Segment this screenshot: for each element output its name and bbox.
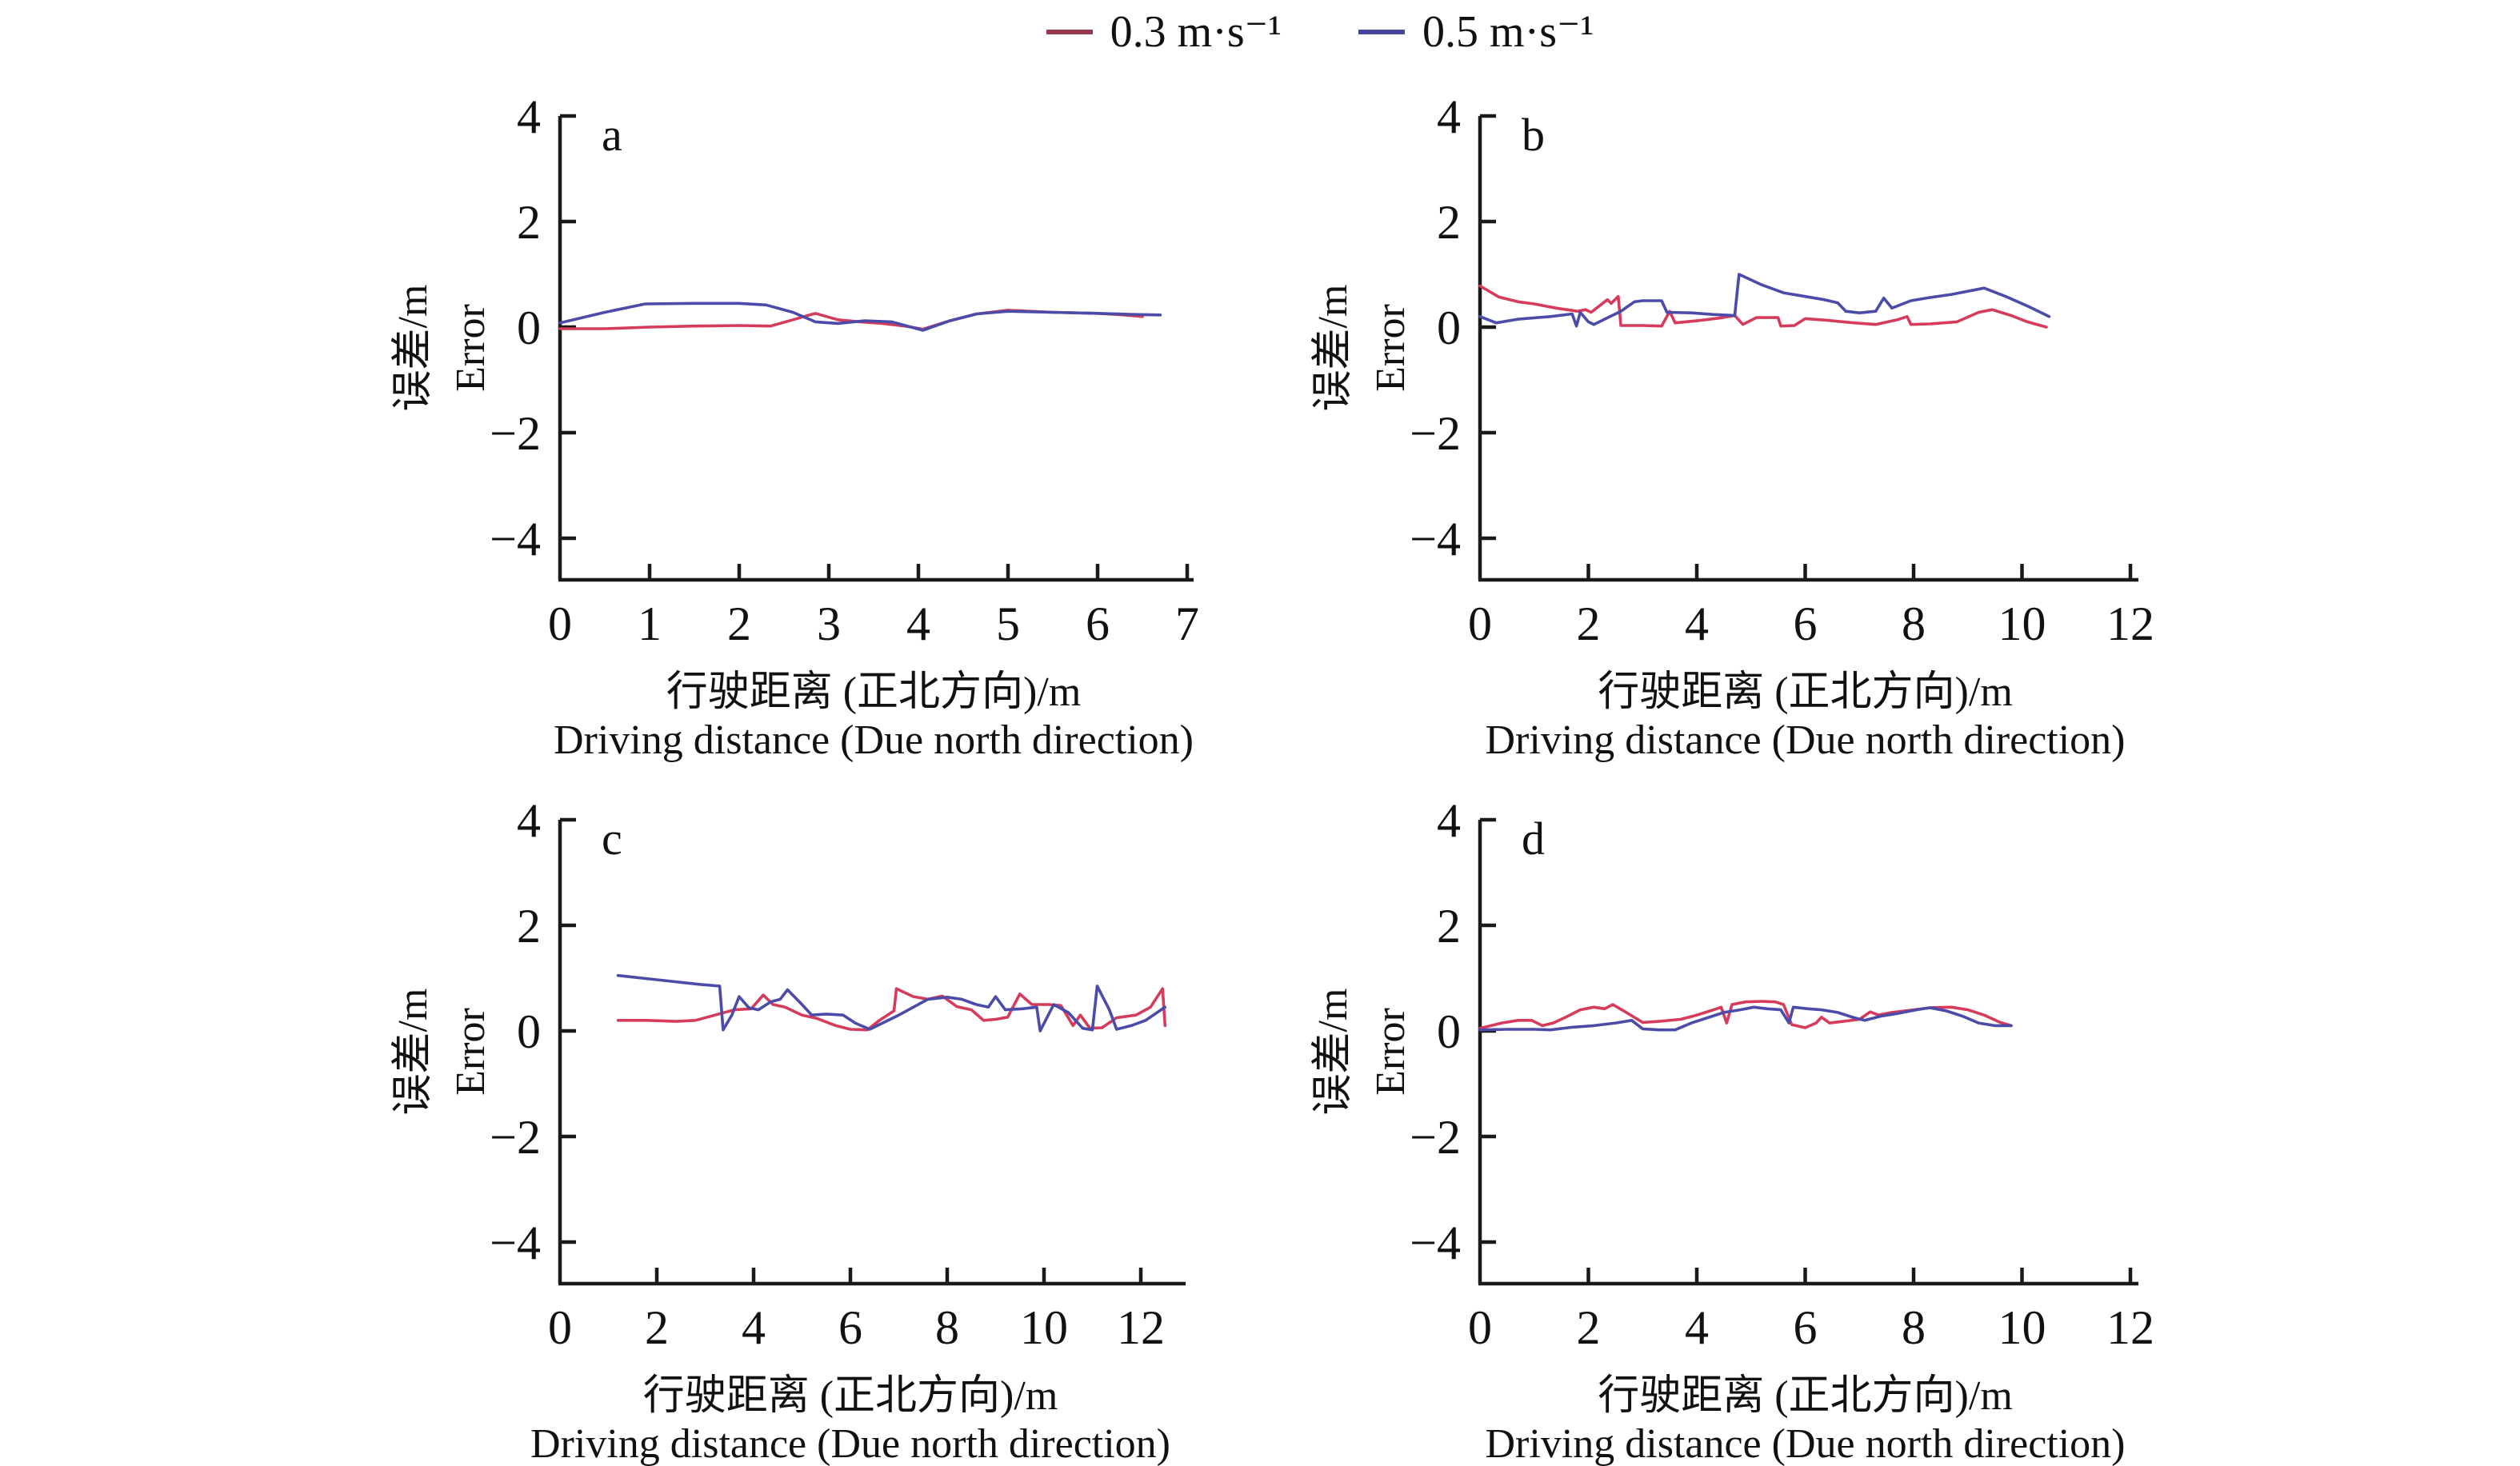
x-tick-label: 0 [548,597,572,650]
panel-d: −4 −2 0 2 4 0 2 4 6 8 10 12 d 行驶距离 (正北方向)/m Driving di… [1260,760,2520,1466]
x-tick-label: 4 [1685,1301,1709,1354]
series-line-0-3ms [1478,284,2048,329]
x-tick-label: 2 [1577,1301,1601,1354]
y-tick-label: −4 [1410,513,1461,565]
x-tick-label: 1 [638,597,662,650]
y-tick-label: 2 [1437,900,1461,953]
y-tick-label: 0 [517,1005,541,1058]
y-tick-label: −2 [1410,407,1461,460]
y-tick-label: −2 [490,1111,541,1164]
legend-item-speed-05: 0.5 m·s⁻¹ [1358,10,1594,54]
x-axis-label-cn: 行驶距离 (正北方向)/m [1598,669,2013,715]
series-line-0-5ms [558,302,1162,332]
x-tick-label: 4 [1685,597,1709,650]
legend-item-speed-03: 0.3 m·s⁻¹ [1046,10,1282,54]
x-tick-label: 3 [817,597,841,650]
y-tick-label: 4 [517,794,541,847]
panel-letter: d [1522,813,1545,865]
legend-label-03: 0.3 m·s⁻¹ [1110,7,1282,57]
y-axis-label-cn: 误差/m [390,989,436,1116]
y-tick-label: 4 [1437,90,1461,143]
series-line-0-5ms [1478,273,2051,328]
x-tick-label: 12 [1117,1301,1165,1354]
x-axis-label-en: Driving distance (Due north direction) [530,1421,1170,1466]
x-tick-label: 8 [1902,597,1926,650]
y-tick-label: −2 [1410,1111,1461,1164]
x-tick-label: 0 [1468,1301,1492,1354]
x-axis-label-cn: 行驶距离 (正北方向)/m [643,1373,1058,1419]
y-tick-label: −4 [1410,1216,1461,1269]
legend-label-05: 0.5 m·s⁻¹ [1422,7,1594,57]
y-axis-label-en: Error [448,304,494,392]
y-axis-label-en: Error [1368,304,1414,392]
legend: 0.3 m·s⁻¹ 0.5 m·s⁻¹ [0,6,2520,58]
x-axis-label-en: Driving distance (Due north direction) [554,717,1194,763]
y-axis-label-en: Error [1368,1008,1414,1096]
x-axis-label-cn: 行驶距离 (正北方向)/m [1598,1373,2013,1419]
x-tick-label: 6 [838,1301,862,1354]
y-tick-label: −2 [490,407,541,460]
x-tick-label: 4 [742,1301,766,1354]
series-line-0-5ms [1478,1005,2013,1032]
x-tick-label: 6 [1794,597,1818,650]
x-tick-label: 0 [1468,597,1492,650]
x-tick-label: 5 [996,597,1020,650]
x-tick-label: 10 [1998,597,2046,650]
series-line-0-3ms [1478,1000,2013,1030]
y-axis-label-en: Error [448,1008,494,1096]
x-tick-label: 4 [906,597,930,650]
y-axis-label-cn: 误差/m [1310,989,1356,1116]
x-tick-label: 2 [645,1301,669,1354]
y-tick-label: 4 [517,90,541,143]
panel-c: −4 −2 0 2 4 0 2 4 6 8 10 12 c 行驶距离 (正北方向)/m Driving di… [0,760,1260,1466]
panel-letter: c [602,813,622,865]
x-tick-label: 2 [1577,597,1601,650]
y-tick-label: 4 [1437,794,1461,847]
panel-b: −4 −2 0 2 4 0 2 4 6 8 10 12 b 行驶距离 (正北方向)/m Driving di… [1260,56,2520,763]
x-tick-label: 0 [548,1301,572,1354]
panel-a: −4 −2 0 2 4 0 1 2 3 4 5 6 7 a 行驶距离 (正北方向)/m Driving dis… [0,56,1260,763]
x-axis-label-en: Driving distance (Due north direction) [1486,717,2126,763]
x-tick-label: 12 [2106,1301,2154,1354]
x-axis-label-en: Driving distance (Due north direction) [1486,1421,2126,1466]
y-tick-label: −4 [490,1216,541,1269]
y-tick-label: 2 [517,900,541,953]
series-line-0-5ms [616,973,1167,1033]
y-tick-label: 0 [517,302,541,354]
x-tick-label: 8 [935,1301,959,1354]
panel-letter: b [1522,109,1545,161]
legend-line-swatch-05 [1358,30,1405,34]
panel-letter: a [602,109,622,161]
y-tick-label: 0 [1437,1005,1461,1058]
x-axis-label-cn: 行驶距离 (正北方向)/m [666,669,1082,715]
x-tick-label: 6 [1794,1301,1818,1354]
legend-line-swatch-03 [1046,30,1093,34]
y-axis-label-cn: 误差/m [390,285,436,412]
x-tick-label: 8 [1902,1301,1926,1354]
y-tick-label: 2 [517,196,541,249]
y-axis-label-cn: 误差/m [1310,285,1356,412]
charts-grid: −4 −2 0 2 4 0 1 2 3 4 5 6 7 a 行驶距离 (正北方向)/m Driving dis… [0,56,2520,1466]
x-tick-label: 7 [1175,597,1199,650]
x-tick-label: 12 [2106,597,2154,650]
y-tick-label: −4 [490,513,541,565]
series-line-0-3ms [616,987,1167,1032]
y-tick-label: 2 [1437,196,1461,249]
x-tick-label: 10 [1020,1301,1068,1354]
y-tick-label: 0 [1437,302,1461,354]
x-tick-label: 2 [727,597,751,650]
x-tick-label: 10 [1998,1301,2046,1354]
x-tick-label: 6 [1086,597,1110,650]
